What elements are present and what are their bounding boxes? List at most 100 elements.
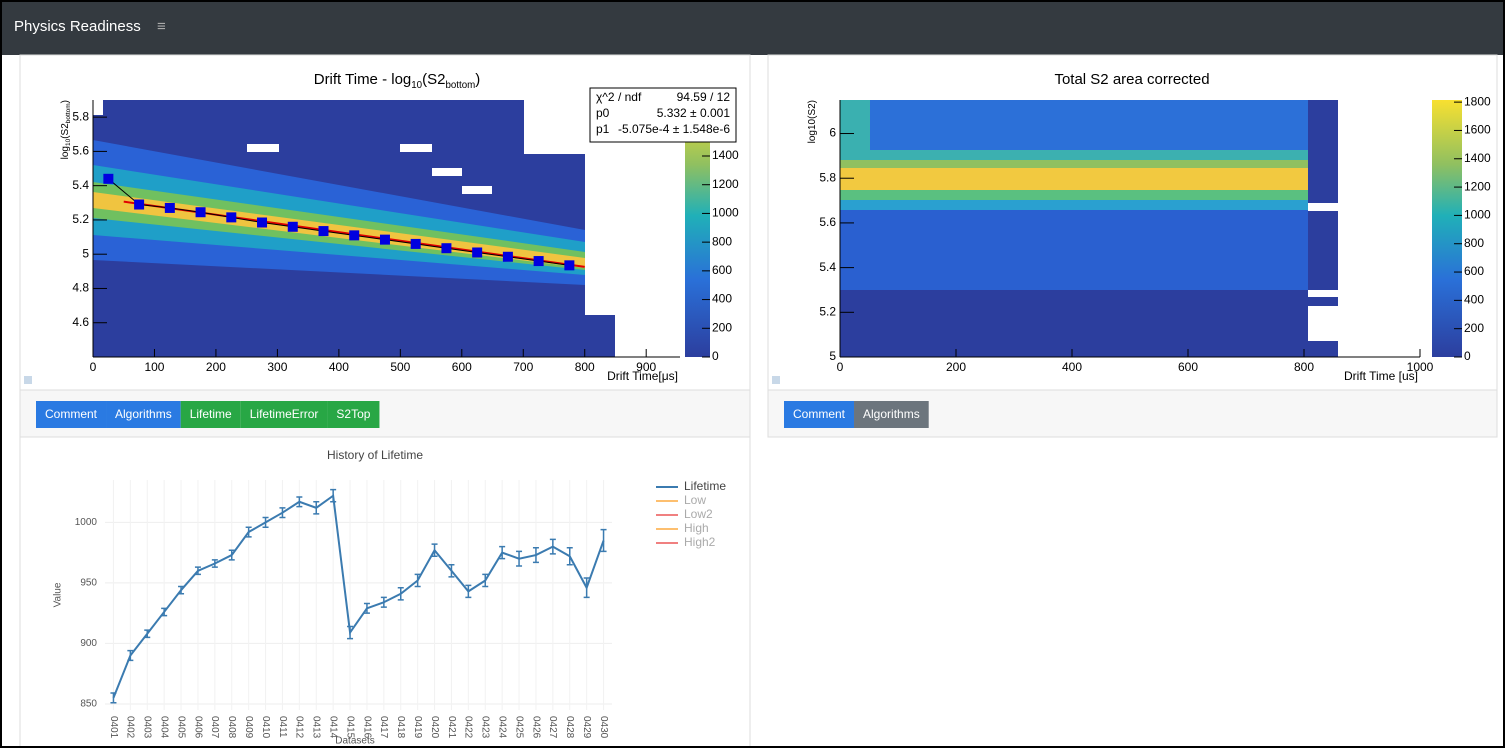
z-tick-label: 1000	[712, 206, 739, 220]
line-panel	[50, 440, 715, 748]
fit-point	[410, 238, 421, 249]
x-tick-label: 0413	[311, 716, 322, 739]
legend-label: Low	[684, 493, 706, 507]
fit-point	[226, 212, 237, 223]
x-tick-label: 0415	[344, 716, 355, 739]
x-tick-label: 600	[452, 360, 472, 374]
x-tick-label: 0425	[513, 716, 524, 739]
x-tick-label: 0421	[446, 716, 457, 739]
y-tick-label: 5.8	[819, 170, 836, 184]
legend-label: Lifetime	[684, 479, 726, 493]
x-tick-label: 0426	[530, 716, 541, 739]
y-tick-label: 5	[829, 349, 836, 363]
fit-point	[379, 234, 390, 245]
x-tick-label: 0410	[260, 716, 271, 739]
left-toolbar	[19, 389, 751, 438]
error-bar	[482, 573, 489, 588]
tab-label[interactable]: Comment	[793, 407, 846, 421]
navbar	[0, 0, 1505, 55]
y-axis-label: log10(S2bottom)	[60, 100, 73, 159]
y-tick-label: 5.6	[72, 144, 89, 158]
z-tick-label: 0	[712, 349, 719, 363]
x-tick-label: 0430	[598, 716, 609, 739]
y-tick-label: 950	[80, 578, 97, 589]
tab-button[interactable]	[36, 401, 107, 428]
heatmap-cells	[840, 100, 1338, 357]
fit-point	[103, 173, 114, 184]
error-bar	[516, 550, 523, 567]
tab-label[interactable]: LifetimeError	[250, 407, 319, 421]
fit-point	[257, 217, 268, 228]
x-tick-label: 0409	[243, 716, 254, 739]
x-tick-label: 0419	[412, 716, 423, 739]
error-bar	[583, 577, 590, 599]
x-tick-label: 300	[267, 360, 287, 374]
error-bar	[499, 545, 506, 560]
x-tick-label: 400	[1062, 360, 1082, 374]
connector	[108, 178, 570, 266]
tab-label[interactable]: Algorithms	[863, 407, 920, 421]
x-tick-label: 0403	[142, 716, 153, 739]
x-tick-label: 0412	[294, 716, 305, 739]
resize-handle	[24, 376, 32, 384]
error-bar	[228, 549, 235, 561]
fit-point	[134, 199, 145, 210]
tab-button[interactable]	[854, 401, 929, 428]
y-axis-label-part: log10(S2)	[807, 100, 818, 143]
nav-menu[interactable]: ≡	[157, 18, 166, 35]
x-tick-label: 0416	[361, 716, 372, 739]
tab-label[interactable]: S2Top	[336, 407, 370, 421]
tab-label[interactable]: Comment	[45, 407, 98, 421]
x-tick-label: 200	[946, 360, 966, 374]
x-tick-label: 0418	[395, 716, 406, 739]
x-tick-label: 0406	[192, 716, 203, 739]
chart-title-part: Drift Time - log	[314, 71, 412, 88]
x-axis-label: Drift Time[μs]	[607, 369, 678, 383]
colorbar	[685, 100, 710, 357]
fit-point	[349, 230, 360, 241]
tab-button[interactable]	[180, 401, 241, 428]
fit-point	[318, 226, 329, 237]
x-tick-label: 0408	[226, 716, 237, 739]
x-tick-label: 0	[90, 360, 97, 374]
x-tick-label: 0422	[463, 716, 474, 739]
y-axis-label: Value	[53, 582, 64, 607]
error-bar	[211, 559, 218, 568]
y-axis-label-part: log	[60, 146, 71, 159]
z-tick-label: 1200	[712, 177, 739, 191]
x-tick-label: 0428	[564, 716, 575, 739]
error-bar	[296, 496, 303, 508]
tab-button[interactable]	[106, 401, 181, 428]
y-tick-label: 5	[82, 246, 89, 260]
error-bar	[262, 516, 269, 528]
tab-label[interactable]: Algorithms	[115, 407, 172, 421]
x-tick-label: 0405	[175, 716, 186, 739]
y-tick-label: 4.6	[72, 315, 89, 329]
colorbar	[1432, 100, 1462, 357]
x-tick-label: 400	[329, 360, 349, 374]
y-tick-label: 5.4	[819, 260, 836, 274]
x-tick-label: 0401	[108, 716, 119, 739]
tab-button[interactable]	[240, 401, 328, 428]
y-tick-label: 5.8	[72, 109, 89, 123]
y-tick-label: 6	[829, 126, 836, 140]
z-tick-label: 200	[712, 320, 732, 334]
error-bar	[245, 526, 252, 538]
x-tick-label: 0414	[328, 716, 339, 739]
error-bar	[313, 501, 320, 515]
fit-point	[533, 256, 544, 267]
chart-title-part: (S2	[422, 71, 445, 88]
nav-title[interactable]: Physics Readiness	[14, 18, 141, 35]
x-tick-label: 600	[1178, 360, 1198, 374]
tab-button[interactable]	[327, 401, 380, 428]
error-bar	[566, 547, 573, 566]
error-bar	[549, 538, 556, 555]
tab-label[interactable]: Lifetime	[190, 407, 232, 421]
tab-button[interactable]	[784, 401, 855, 428]
z-tick-label: 1400	[712, 148, 739, 162]
error-bar	[161, 607, 168, 617]
y-axis-label-part: (S2	[60, 123, 71, 139]
error-bar	[380, 596, 387, 608]
z-tick-label: 1000	[1464, 208, 1491, 222]
